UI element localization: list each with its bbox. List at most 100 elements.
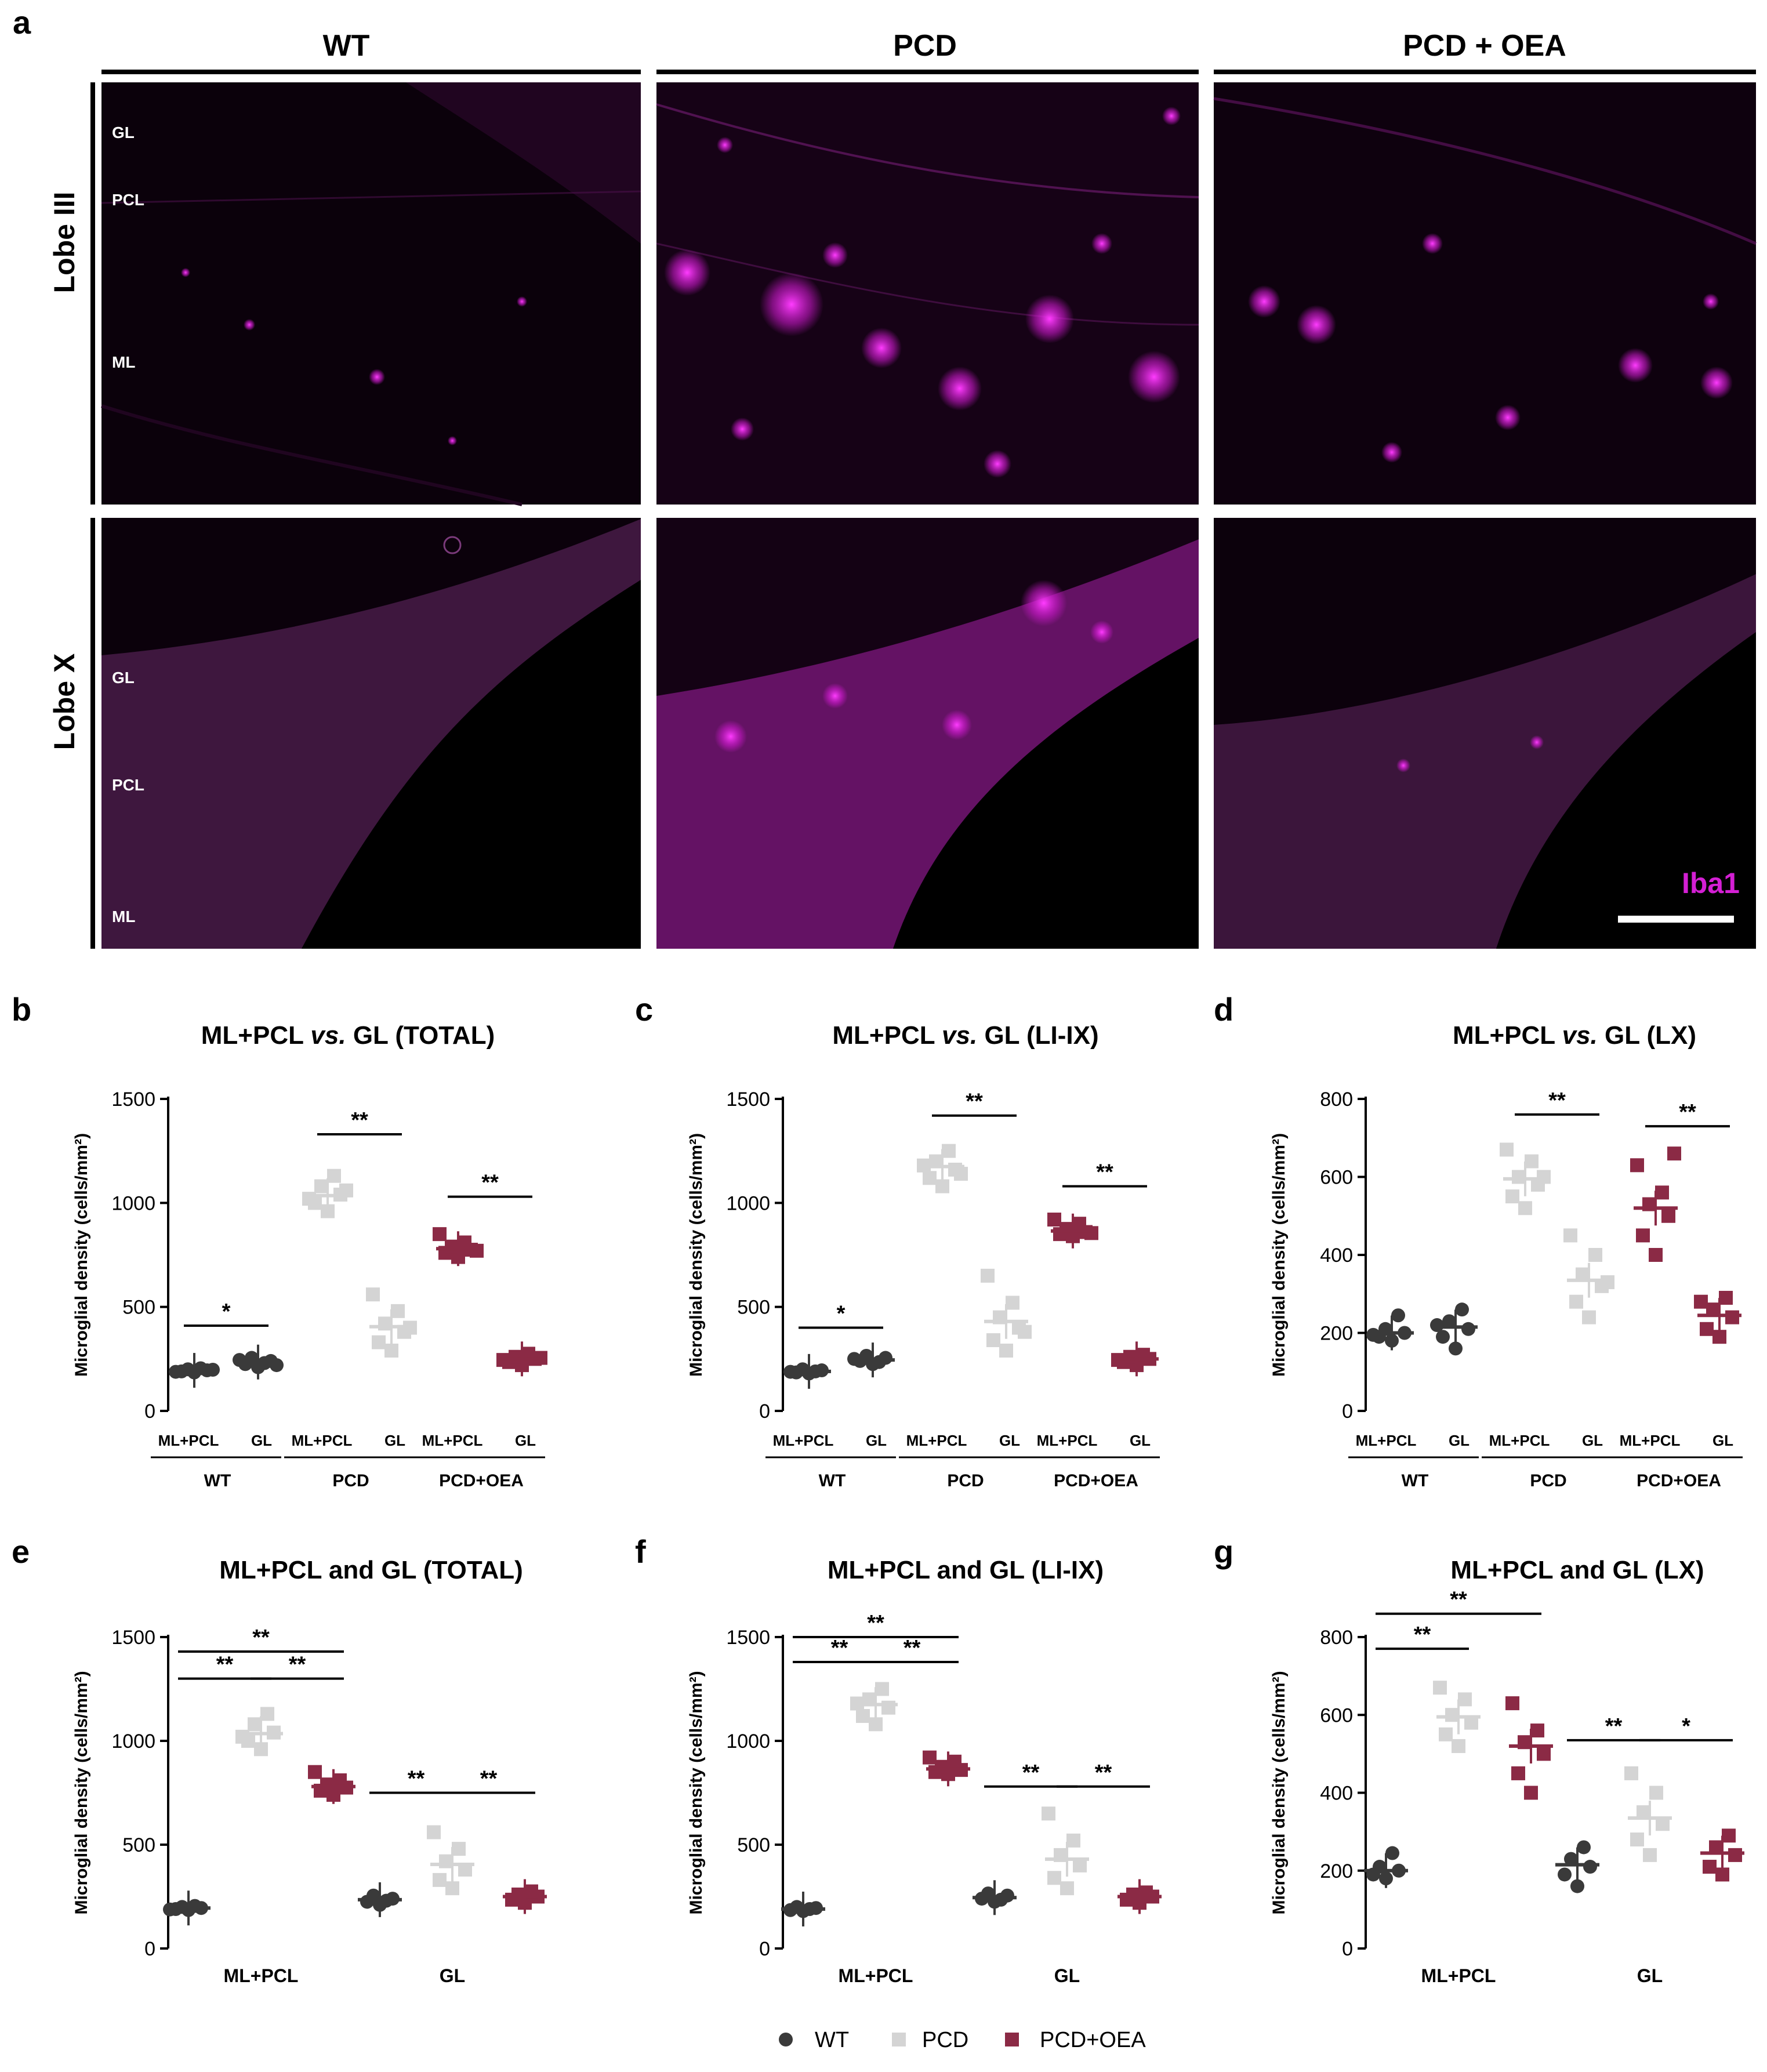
data-point bbox=[1537, 1747, 1551, 1761]
data-point bbox=[1366, 1327, 1380, 1342]
data-point bbox=[1461, 1322, 1475, 1336]
series-gl-pcd bbox=[1042, 1806, 1089, 1896]
data-point bbox=[1455, 1302, 1469, 1317]
data-point bbox=[1563, 1228, 1577, 1243]
x-category-label: GL bbox=[515, 1432, 536, 1449]
y-tick-label: 600 bbox=[1320, 1167, 1353, 1189]
series-pcd-ml-pcl bbox=[302, 1169, 353, 1218]
y-tick-label: 1500 bbox=[726, 1088, 770, 1111]
data-point bbox=[452, 1842, 466, 1856]
data-point bbox=[1042, 1806, 1055, 1821]
panel-label-e: e bbox=[12, 1533, 30, 1570]
x-group-label: PCD+OEA bbox=[1054, 1471, 1138, 1490]
x-group-label: WT bbox=[819, 1471, 846, 1490]
data-point bbox=[1722, 1828, 1736, 1843]
x-category-label: ML+PCL bbox=[906, 1432, 967, 1449]
data-point bbox=[1649, 1248, 1663, 1262]
data-point bbox=[881, 1700, 895, 1715]
data-point bbox=[445, 1881, 459, 1896]
significance-label: ** bbox=[408, 1767, 425, 1791]
y-tick-label: 0 bbox=[759, 1400, 770, 1423]
significance-marker: ** bbox=[178, 1653, 271, 1680]
micrograph-pcd-oea-lobe-iii bbox=[1213, 82, 1757, 505]
data-point bbox=[1630, 1158, 1644, 1173]
data-point bbox=[260, 1707, 274, 1721]
x-group-label: PCD bbox=[332, 1471, 369, 1490]
data-point bbox=[923, 1171, 937, 1185]
data-point bbox=[875, 1682, 889, 1696]
x-group-label: WT bbox=[1402, 1471, 1429, 1490]
data-point bbox=[872, 1355, 886, 1369]
data-point bbox=[308, 1765, 322, 1779]
data-point bbox=[1123, 1349, 1137, 1364]
data-point bbox=[1452, 1739, 1465, 1753]
x-group-label: GL bbox=[1054, 1965, 1080, 1986]
data-point bbox=[994, 1892, 1008, 1907]
data-point bbox=[1500, 1142, 1514, 1157]
series-pcd-oea-ml-pcl bbox=[1047, 1213, 1098, 1249]
micrograph-grid: GL PCL ML bbox=[101, 82, 1757, 949]
chart-panel-c: c ML+PCL vs. GL (LI-IX) 0 500 1000 1500 Microg… bbox=[635, 991, 1160, 1490]
y-axis-label: Microglial density (cells/mm²) bbox=[687, 1671, 706, 1914]
y-tick-label: 0 bbox=[1342, 1938, 1353, 1960]
significance-marker: ** bbox=[1062, 1160, 1147, 1188]
series-pcd-ml-pcl bbox=[1500, 1142, 1551, 1215]
series-ml-pcl-wt bbox=[1364, 1846, 1408, 1888]
series-wt-ml-pcl bbox=[783, 1353, 831, 1389]
y-tick-label: 0 bbox=[1342, 1400, 1353, 1423]
y-tick-label: 500 bbox=[122, 1834, 155, 1856]
chart-title: ML+PCL and GL (LX) bbox=[1450, 1556, 1704, 1584]
series-ml-pcl-pcd bbox=[1433, 1681, 1481, 1753]
series-gl-wt bbox=[358, 1882, 402, 1917]
layer-label-gl: GL bbox=[112, 124, 135, 141]
data-point bbox=[1583, 1860, 1597, 1874]
series-ml-pcl-pcd-oea bbox=[1505, 1696, 1553, 1800]
data-point bbox=[1006, 1296, 1019, 1310]
significance-marker: ** bbox=[317, 1108, 402, 1135]
data-point bbox=[1537, 1170, 1551, 1184]
data-point bbox=[1694, 1294, 1708, 1309]
data-point bbox=[948, 1754, 961, 1769]
x-category-label: GL bbox=[1712, 1432, 1733, 1449]
data-point bbox=[1570, 1879, 1584, 1893]
data-point bbox=[981, 1268, 995, 1283]
y-axis-label: Microglial density (cells/mm²) bbox=[1269, 1133, 1289, 1377]
significance-marker: * bbox=[799, 1302, 883, 1329]
data-point bbox=[270, 1358, 284, 1373]
series-wt-ml-pcl bbox=[1366, 1308, 1414, 1351]
data-point bbox=[986, 1333, 1000, 1348]
x-category-label: GL bbox=[1582, 1432, 1603, 1449]
data-point bbox=[942, 1144, 956, 1158]
data-point bbox=[1060, 1881, 1074, 1896]
y-tick-label: 200 bbox=[1320, 1323, 1353, 1345]
y-tick-label: 400 bbox=[1320, 1783, 1353, 1805]
micrograph-pcd-lobe-iii bbox=[656, 82, 1199, 505]
legend-item-wt: WT bbox=[779, 2028, 849, 2052]
significance-marker: ** bbox=[793, 1636, 886, 1663]
data-point bbox=[427, 1825, 441, 1839]
layer-label-pcl: PCL bbox=[112, 776, 144, 794]
chart-title: ML+PCL vs. GL (LX) bbox=[1453, 1021, 1696, 1050]
series-pcd-oea-ml-pcl bbox=[1630, 1146, 1681, 1262]
data-point bbox=[1505, 1189, 1519, 1204]
series-ml-pcl-wt bbox=[781, 1891, 825, 1926]
micrograph-wt-lobe-x: GL PCL ML bbox=[101, 518, 641, 949]
y-tick-label: 1500 bbox=[111, 1088, 155, 1111]
data-point bbox=[391, 1304, 405, 1318]
layer-label-ml: ML bbox=[112, 908, 135, 926]
chart-panel-e: e ML+PCL and GL (TOTAL) 0 500 1000 1500 Microg… bbox=[12, 1533, 547, 1986]
data-point bbox=[1047, 1871, 1061, 1885]
chart-panel-f: f ML+PCL and GL (LI-IX) 0 500 1000 1500 Microg… bbox=[635, 1533, 1162, 1986]
significance-marker: ** bbox=[1515, 1088, 1599, 1116]
data-point bbox=[1703, 1860, 1717, 1874]
x-group-label: ML+PCL bbox=[1421, 1965, 1496, 1986]
chart-panel-d: d ML+PCL vs. GL (LX) 0 200 400 600 800 Microgli… bbox=[1214, 991, 1743, 1490]
layer-label-pcl: PCL bbox=[112, 191, 144, 209]
y-tick-label: 0 bbox=[144, 1938, 155, 1960]
y-tick-label: 1000 bbox=[726, 1192, 770, 1214]
series-pcd-oea-gl bbox=[1111, 1341, 1159, 1377]
x-category-label: GL bbox=[999, 1432, 1020, 1449]
x-category-label: GL bbox=[384, 1432, 405, 1449]
data-point bbox=[1060, 1222, 1073, 1236]
data-point bbox=[233, 1353, 246, 1367]
